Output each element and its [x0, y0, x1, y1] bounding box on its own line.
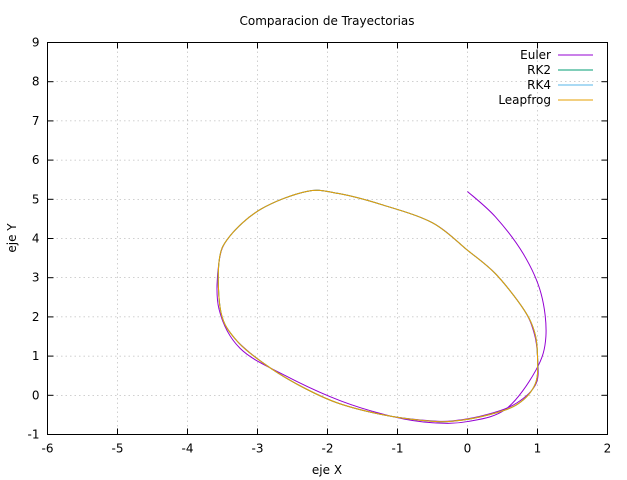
y-tick-label: 6: [32, 153, 40, 167]
x-tick-label: -2: [322, 442, 334, 456]
y-tick-label: 3: [32, 271, 40, 285]
series-line-euler: [216, 189, 547, 424]
x-tick-label: -3: [252, 442, 264, 456]
y-tick-label: 1: [32, 349, 40, 363]
x-tick-label: 1: [534, 442, 542, 456]
y-axis-label: eje Y: [5, 223, 19, 253]
x-tick-label: 0: [464, 442, 472, 456]
y-tick-label: 7: [32, 114, 40, 128]
legend-label-rk2: RK2: [527, 63, 551, 77]
series-line-leapfrog: [217, 189, 539, 423]
x-tick-label: -6: [42, 442, 54, 456]
ticks: -6 -5 -4 -3 -2 -1 0 1 2 -1 0 1 2 3 4 5 6 7 8 9: [28, 36, 612, 456]
y-tick-label: 4: [32, 232, 40, 246]
y-tick-label: 5: [32, 192, 40, 206]
series-line-rk4: [217, 189, 539, 423]
legend-label-rk4: RK4: [527, 78, 551, 92]
x-axis-label: eje X: [312, 463, 342, 477]
y-tick-label: 2: [32, 310, 40, 324]
y-tick-label: 9: [32, 36, 40, 50]
y-tick-label: -1: [28, 428, 40, 442]
x-tick-label: -4: [182, 442, 194, 456]
series-layer: [216, 189, 547, 424]
y-tick-label: 8: [32, 75, 40, 89]
chart-title: Comparacion de Trayectorias: [239, 14, 414, 28]
x-tick-label: 2: [604, 442, 612, 456]
series-line-rk2: [217, 189, 539, 423]
legend-label-euler: Euler: [520, 48, 551, 62]
legend-label-leapfrog: Leapfrog: [498, 93, 551, 107]
y-tick-label: 0: [32, 388, 40, 402]
x-tick-label: -5: [112, 442, 124, 456]
x-tick-label: -1: [392, 442, 404, 456]
